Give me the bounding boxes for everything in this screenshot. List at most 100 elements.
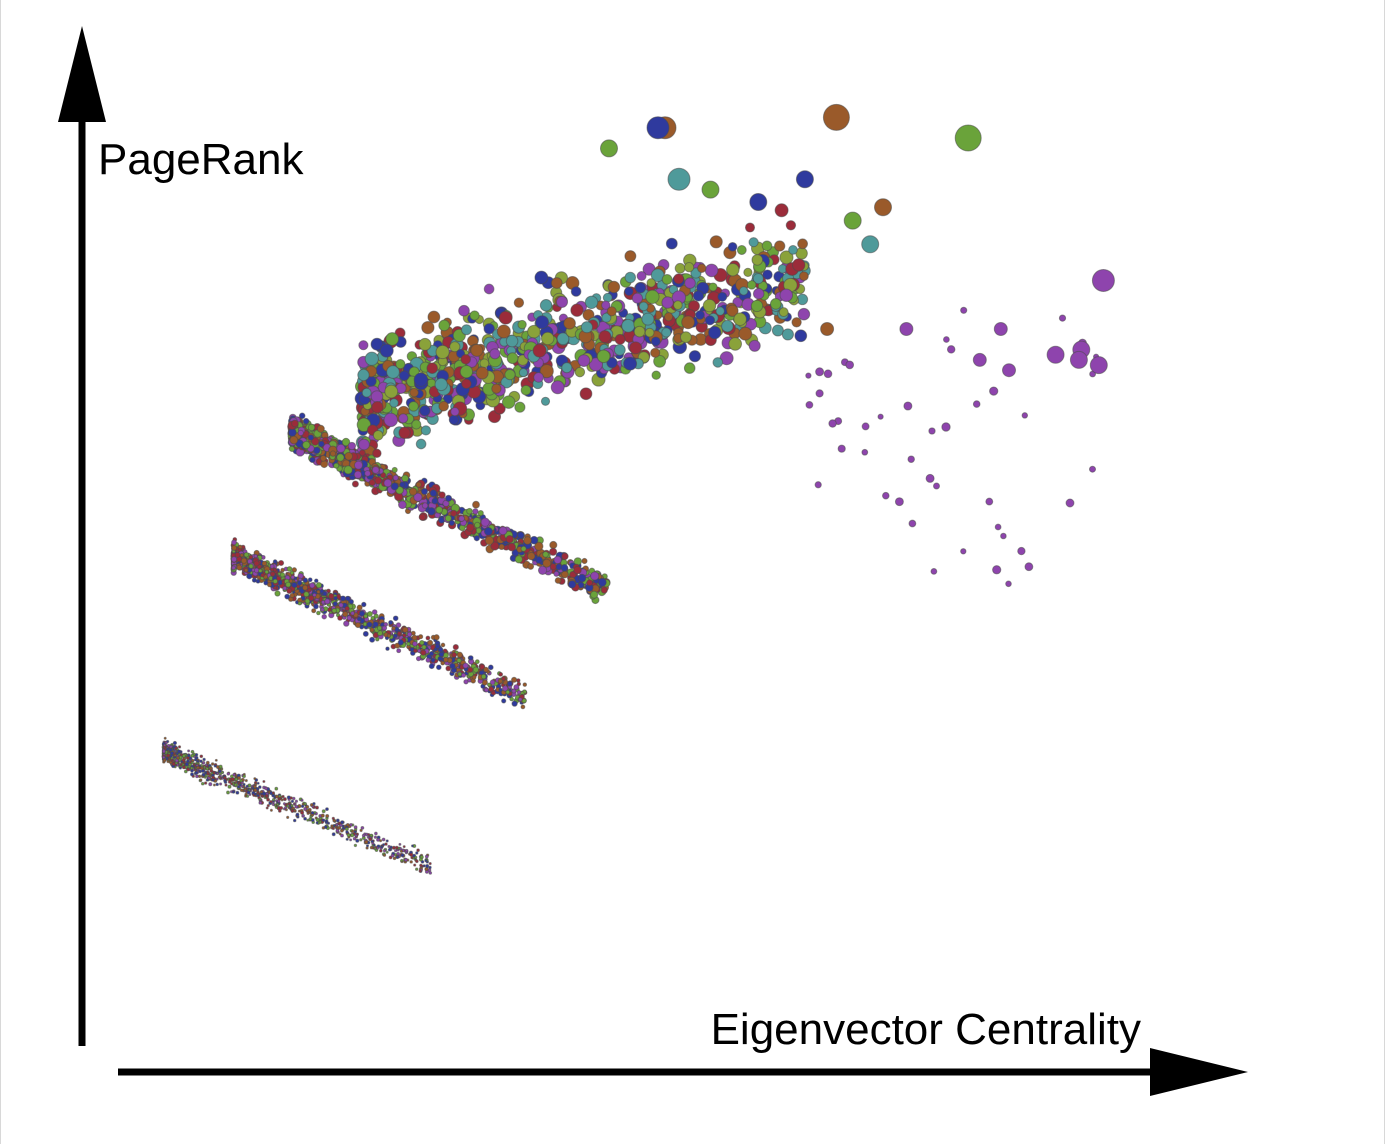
data-point bbox=[466, 507, 473, 515]
data-point bbox=[498, 526, 508, 536]
data-point bbox=[318, 440, 325, 448]
data-point bbox=[395, 855, 400, 859]
data-point bbox=[946, 345, 956, 354]
data-point bbox=[532, 343, 547, 358]
data-point bbox=[425, 657, 431, 663]
data-point bbox=[168, 748, 173, 752]
data-point bbox=[633, 325, 646, 338]
data-point bbox=[252, 784, 257, 789]
data-point bbox=[1088, 465, 1097, 473]
data-point bbox=[469, 310, 480, 321]
data-point bbox=[590, 571, 600, 581]
data-point bbox=[597, 577, 607, 587]
data-point bbox=[781, 328, 794, 341]
data-point bbox=[344, 451, 354, 461]
data-point bbox=[194, 770, 199, 775]
data-point bbox=[368, 479, 376, 487]
data-point bbox=[882, 491, 890, 500]
data-point bbox=[271, 798, 276, 802]
data-point bbox=[395, 359, 406, 370]
data-point bbox=[369, 845, 374, 850]
data-point bbox=[321, 826, 326, 830]
data-point bbox=[785, 220, 797, 231]
data-point bbox=[230, 777, 235, 782]
data-point bbox=[262, 779, 266, 784]
data-point bbox=[303, 802, 308, 806]
data-point bbox=[535, 556, 543, 564]
data-point bbox=[239, 778, 243, 783]
data-point bbox=[359, 838, 363, 842]
data-point bbox=[201, 772, 206, 777]
data-point bbox=[472, 666, 480, 673]
data-point bbox=[356, 616, 362, 622]
data-point bbox=[349, 829, 353, 833]
data-point bbox=[388, 619, 394, 626]
data-point bbox=[362, 630, 369, 637]
data-point bbox=[320, 460, 329, 469]
y-axis-label: PageRank bbox=[98, 135, 304, 184]
data-point bbox=[456, 651, 463, 658]
data-point bbox=[577, 573, 587, 583]
data-point bbox=[505, 689, 511, 695]
data-point bbox=[312, 802, 316, 806]
data-point bbox=[418, 513, 427, 521]
data-point bbox=[358, 340, 369, 351]
data-point bbox=[514, 555, 523, 564]
data-point bbox=[461, 324, 472, 336]
data-point bbox=[392, 474, 399, 481]
data-point bbox=[375, 846, 380, 850]
data-point bbox=[300, 810, 305, 815]
data-point bbox=[930, 567, 938, 575]
data-point bbox=[480, 517, 490, 527]
data-point bbox=[458, 304, 470, 317]
data-point bbox=[709, 235, 723, 249]
data-point bbox=[586, 579, 594, 587]
data-point bbox=[673, 300, 683, 310]
data-point bbox=[409, 852, 414, 857]
data-point bbox=[379, 839, 383, 843]
data-point bbox=[567, 580, 577, 589]
data-point bbox=[574, 366, 586, 378]
data-point bbox=[391, 845, 396, 850]
data-point bbox=[343, 465, 353, 475]
data-point bbox=[398, 370, 410, 382]
data-point bbox=[297, 429, 304, 437]
data-point bbox=[262, 791, 267, 796]
data-point bbox=[498, 310, 513, 325]
data-point bbox=[1021, 412, 1029, 419]
data-point bbox=[555, 295, 569, 308]
data-point bbox=[344, 826, 349, 832]
data-point bbox=[799, 271, 809, 282]
data-point bbox=[391, 625, 396, 631]
data-point bbox=[398, 842, 402, 846]
data-point bbox=[303, 816, 307, 821]
data-point bbox=[684, 277, 696, 289]
data-point bbox=[346, 833, 351, 838]
data-point bbox=[222, 775, 227, 780]
data-point bbox=[373, 835, 378, 839]
data-point bbox=[320, 607, 325, 612]
data-point bbox=[266, 582, 273, 588]
data-point bbox=[553, 555, 562, 565]
data-point bbox=[280, 798, 284, 802]
data-point bbox=[223, 778, 227, 783]
data-point bbox=[452, 644, 459, 651]
data-point bbox=[300, 798, 304, 802]
data-point bbox=[442, 656, 449, 663]
data-point bbox=[248, 554, 254, 560]
points-layer bbox=[161, 103, 1115, 875]
data-point bbox=[293, 802, 297, 806]
data-point bbox=[411, 419, 422, 430]
data-point bbox=[389, 398, 399, 408]
data-point bbox=[540, 331, 555, 346]
data-point bbox=[624, 271, 637, 284]
data-point bbox=[345, 830, 349, 834]
data-point bbox=[527, 562, 535, 570]
data-point bbox=[403, 857, 408, 862]
data-point bbox=[258, 800, 263, 805]
data-point bbox=[517, 319, 527, 330]
data-point bbox=[219, 782, 223, 786]
frame-edge-left bbox=[0, 0, 1, 1144]
data-point bbox=[474, 659, 480, 665]
data-point bbox=[272, 578, 279, 585]
